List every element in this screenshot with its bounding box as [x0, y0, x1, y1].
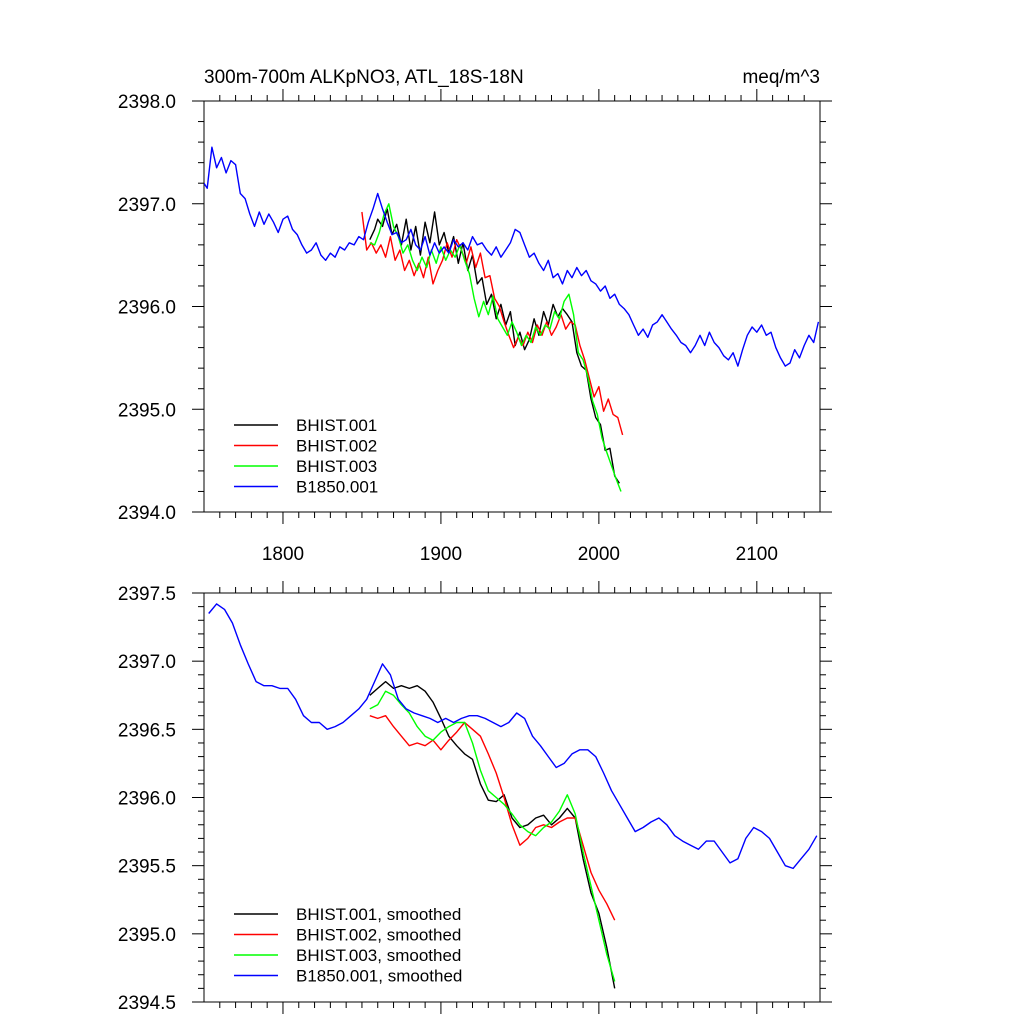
y-tick-label: 2395.0	[118, 400, 176, 421]
x-tick-label: 2000	[578, 544, 620, 565]
y-tick-label: 2395.0	[118, 925, 176, 946]
series-line-b1850-001-smoothed	[208, 603, 818, 870]
series-line-bhist-001	[369, 208, 620, 484]
y-tick-label: 2396.0	[118, 789, 176, 810]
y-tick-label: 2395.5	[118, 857, 176, 878]
series-line-bhist-003-smoothed	[369, 690, 616, 982]
y-tick-label: 2394.5	[118, 993, 176, 1014]
bottom-panel: 2394.5 2395.0 2395.5 2396.0 2396.5 2397.0 2397…	[118, 581, 832, 1014]
series-line-bhist-002	[361, 211, 624, 436]
series-line-bhist-001-smoothed	[369, 680, 616, 989]
legend-label: BHIST.003, smoothed	[296, 946, 461, 965]
legend-label: B1850.001	[296, 478, 378, 497]
y-tick-label: 2397.5	[118, 584, 176, 605]
legend-label: B1850.001, smoothed	[296, 967, 462, 986]
series-line-bhist-002-smoothed	[369, 715, 616, 921]
y-tick-label: 2396.5	[118, 720, 176, 741]
legend-label: BHIST.001	[296, 416, 377, 435]
x-tick-label: 1800	[262, 544, 304, 565]
y-tick-label: 2394.0	[118, 503, 176, 524]
y-tick-label: 2397.0	[118, 652, 176, 673]
x-tick-label: 2100	[736, 544, 778, 565]
y-tick-label: 2396.0	[118, 298, 176, 319]
series-line-bhist-003	[369, 203, 622, 492]
legend-label: BHIST.002	[296, 437, 377, 456]
legend-label: BHIST.002, smoothed	[296, 926, 461, 945]
top-panel: 1800 1900 2000 2100 2394.0 2395.0 2396.0 2397.0…	[118, 89, 832, 565]
x-tick-label: 1900	[420, 544, 462, 565]
legend-label: BHIST.003	[296, 457, 377, 476]
chart-title: 300m-700m ALKpNO3, ATL_18S-18N	[204, 67, 524, 88]
y-tick-label: 2398.0	[118, 92, 176, 113]
chart-units: meq/m^3	[742, 67, 820, 88]
y-tick-label: 2397.0	[118, 195, 176, 216]
series-line-b1850-001	[204, 146, 820, 367]
legend-label: BHIST.001, smoothed	[296, 905, 461, 924]
